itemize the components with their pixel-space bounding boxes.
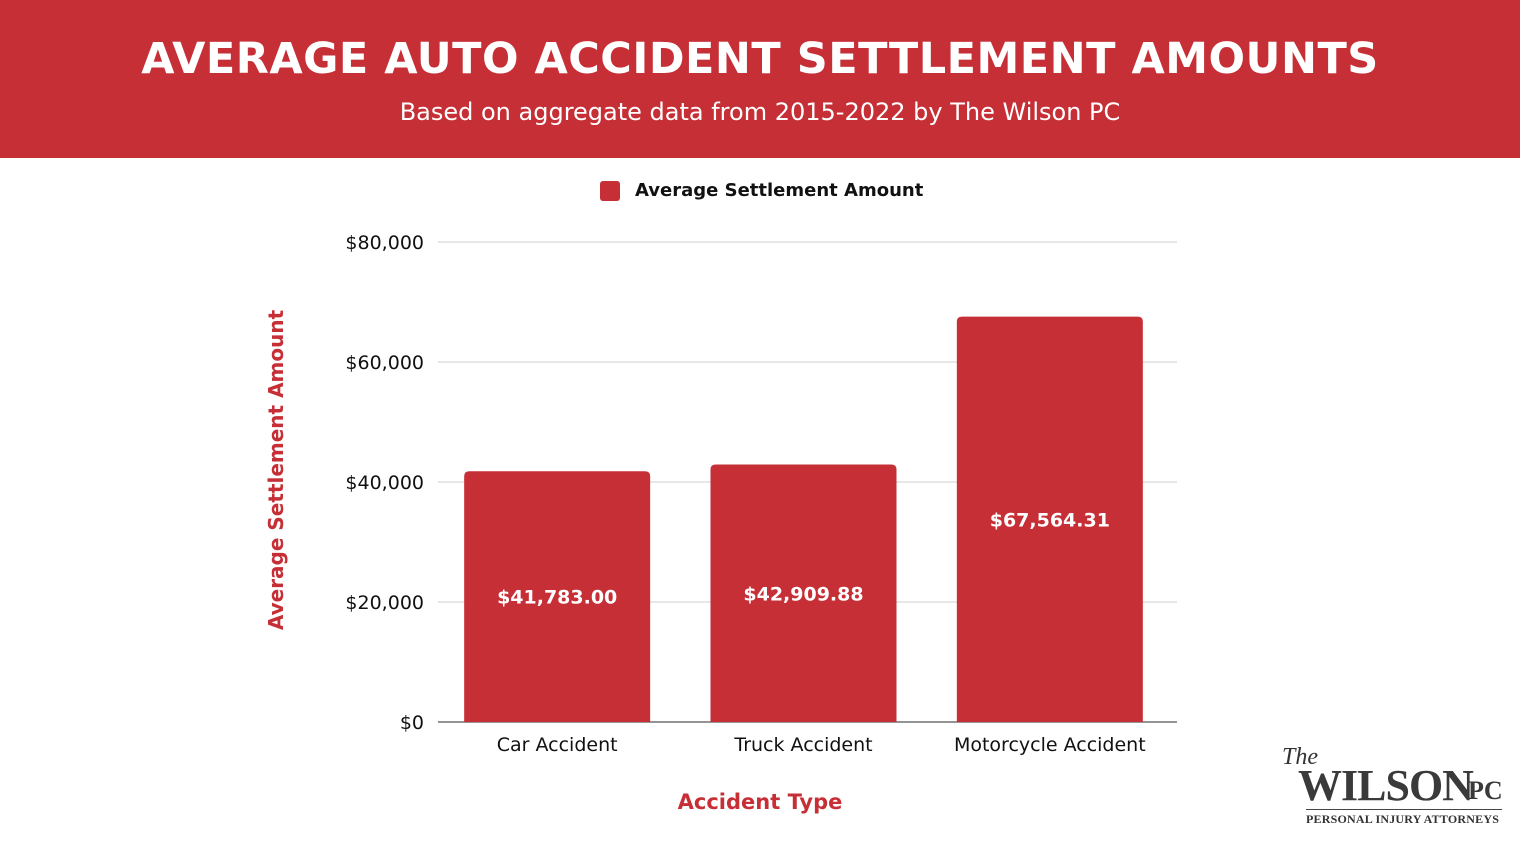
x-axis-ticks: Car Accident Truck Accident Motorcycle Acc…	[497, 734, 1146, 756]
y-tick-label: $40,000	[345, 472, 424, 494]
bar-value-label: $42,909.88	[743, 583, 863, 605]
logo-divider	[1306, 809, 1502, 810]
y-tick-label: $60,000	[345, 352, 424, 374]
bar	[956, 316, 1143, 722]
chart-title: AVERAGE AUTO ACCIDENT SETTLEMENT AMOUNTS	[141, 34, 1379, 84]
bar-value-label: $41,783.00	[497, 587, 617, 609]
y-axis-ticks: $0 $20,000 $40,000 $60,000 $80,000	[345, 232, 424, 734]
logo-the: The	[1282, 744, 1318, 770]
logo-name: WILSON	[1298, 761, 1474, 810]
bar	[464, 471, 651, 722]
bar	[710, 464, 897, 722]
x-tick-label: Car Accident	[497, 734, 618, 756]
y-tick-label: $20,000	[345, 592, 424, 614]
y-tick-label: $80,000	[345, 232, 424, 254]
chart-subtitle: Based on aggregate data from 2015-2022 b…	[399, 98, 1121, 126]
legend: Average Settlement Amount	[600, 180, 924, 201]
header-banner: AVERAGE AUTO ACCIDENT SETTLEMENT AMOUNTS…	[0, 0, 1520, 158]
bar-value-label: $67,564.31	[990, 509, 1110, 531]
x-tick-label: Motorcycle Accident	[954, 734, 1146, 756]
x-axis-title: Accident Type	[678, 790, 843, 814]
bars: $41,783.00 $42,909.88 $67,564.31	[464, 316, 1143, 722]
bar-chart: Average Settlement Amount $0 $20,000 $40,0…	[264, 180, 1177, 814]
legend-swatch	[600, 181, 620, 201]
logo-suffix: PC	[1468, 776, 1503, 805]
x-tick-label: Truck Accident	[733, 734, 872, 756]
logo-tagline: PERSONAL INJURY ATTORNEYS	[1306, 812, 1500, 826]
wilson-pc-logo: The WILSON PC PERSONAL INJURY ATTORNEYS	[1280, 744, 1506, 834]
legend-label: Average Settlement Amount	[635, 180, 924, 201]
y-tick-label: $0	[400, 712, 424, 734]
y-axis-title: Average Settlement Amount	[264, 309, 288, 630]
